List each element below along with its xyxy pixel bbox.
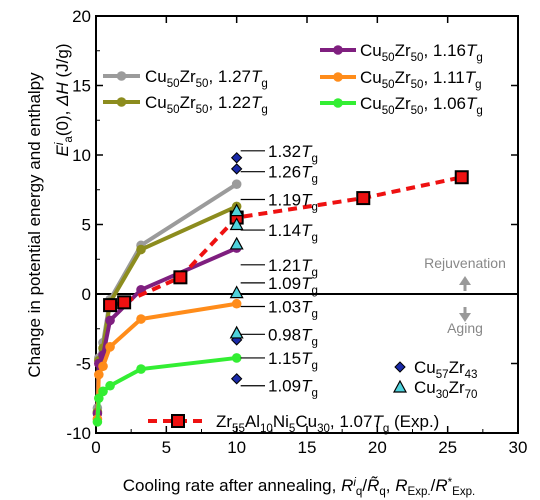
y-tick-label: -5 bbox=[76, 355, 91, 374]
legend-exp-marker bbox=[171, 414, 185, 428]
cu30zr70-point bbox=[229, 285, 244, 299]
y-tick-label: 10 bbox=[72, 146, 91, 165]
cu57zr43-point bbox=[230, 163, 243, 175]
cu57zr43-point bbox=[230, 152, 243, 164]
series-line bbox=[109, 175, 463, 308]
x-tick-label: 30 bbox=[509, 438, 528, 457]
cu30zr70-point bbox=[229, 217, 244, 231]
y-tick-label: 5 bbox=[82, 216, 91, 235]
data-point bbox=[94, 369, 104, 380]
arrow-down-icon bbox=[459, 313, 471, 322]
series-line bbox=[95, 246, 238, 414]
annotation-label: 1.26Tg bbox=[268, 163, 318, 186]
annotation-label: 1.09Tg bbox=[268, 274, 318, 297]
chart-marks bbox=[92, 152, 469, 427]
data-point bbox=[231, 298, 242, 309]
legend-1-27-marker bbox=[116, 71, 127, 81]
legend-cu57zr43-marker bbox=[394, 361, 406, 373]
legend-cu30zr70-marker bbox=[392, 379, 408, 393]
aging-label: Aging bbox=[447, 320, 483, 336]
data-point bbox=[98, 386, 108, 397]
legend-label-1-06: Cu50Zr50, 1.06Tg bbox=[360, 94, 483, 117]
y-tick-label: 20 bbox=[72, 7, 91, 26]
x-tick-label: 10 bbox=[227, 438, 246, 457]
arrow-up-icon bbox=[459, 276, 471, 285]
x-axis-label: Cooling rate after annealing, Riq/R̃q, R… bbox=[123, 475, 476, 498]
series-line bbox=[95, 301, 237, 420]
data-point bbox=[231, 179, 242, 189]
y-tick-label: -10 bbox=[66, 424, 91, 443]
annotation-label: 1.19Tg bbox=[268, 190, 318, 213]
y-tick-label: 0 bbox=[82, 285, 91, 304]
data-point bbox=[231, 353, 242, 363]
cu30zr70-point bbox=[229, 203, 244, 217]
data-point bbox=[136, 364, 146, 374]
x-tick-label: 25 bbox=[438, 438, 457, 457]
legend-label-1-27: Cu50Zr50, 1.27Tg bbox=[145, 67, 268, 90]
legend-1-06-marker bbox=[333, 98, 343, 108]
data-point bbox=[136, 314, 146, 324]
annotation-label: 1.03Tg bbox=[268, 298, 318, 321]
data-point bbox=[94, 393, 104, 404]
data-point bbox=[98, 361, 108, 372]
legend-1-22-marker bbox=[116, 97, 127, 107]
legend-label-1-16: Cu50Zr50, 1.16Tg bbox=[360, 41, 483, 64]
y-tick-label: 15 bbox=[72, 77, 91, 96]
exp-point bbox=[117, 295, 132, 310]
x-tick-label: 20 bbox=[368, 438, 387, 457]
annotation-label: 1.09Tg bbox=[268, 377, 318, 400]
data-point bbox=[105, 380, 115, 391]
annotation-label: 1.21Tg bbox=[268, 256, 318, 279]
annotation-label: 1.32Tg bbox=[268, 142, 318, 165]
legend-label-cu57zr43: Cu57Zr43 bbox=[414, 358, 477, 381]
x-tick-label: 0 bbox=[91, 438, 100, 457]
rejuvenation-label: Rejuvenation bbox=[424, 255, 506, 271]
data-point bbox=[92, 417, 103, 427]
cu30zr70-point bbox=[229, 325, 244, 339]
exp-point bbox=[103, 298, 118, 313]
legend-1-16-marker bbox=[333, 45, 343, 55]
axes: 0 5 10 15 20 25 30 -10 -5 0 5 10 15 20 Cooling rate af… bbox=[25, 7, 527, 498]
legend-label-exp: Zr55Al10Ni5Cu30, 1.07Tg (Exp.) bbox=[216, 412, 439, 435]
annotation-label: 0.98Tg bbox=[268, 325, 318, 348]
legend-1-11-marker bbox=[333, 72, 343, 82]
exp-point bbox=[356, 191, 371, 206]
legend-label-1-22: Cu50Zr50, 1.22Tg bbox=[145, 93, 268, 116]
chart-labels: 1.32Tg1.26Tg1.19Tg1.14Tg1.21Tg1.09Tg1.03… bbox=[240, 142, 506, 400]
exp-point bbox=[454, 170, 469, 185]
cu57zr43-point bbox=[230, 373, 243, 385]
data-point bbox=[105, 342, 115, 352]
x-tick-label: 15 bbox=[298, 438, 317, 457]
exp-point bbox=[173, 270, 188, 285]
legend-label-1-11: Cu50Zr50, 1.11Tg bbox=[360, 68, 482, 91]
legend-label-cu30zr70: Cu30Zr70 bbox=[414, 378, 477, 401]
legend: Cu50Zr50, 1.27Tg Cu50Zr50, 1.22Tg Cu50Zr50… bbox=[103, 41, 483, 435]
y-axis-label: Change in potential energy and enthalpy bbox=[25, 72, 44, 378]
data-point bbox=[136, 244, 146, 255]
x-tick-label: 5 bbox=[162, 438, 171, 457]
annotation-label: 1.15Tg bbox=[268, 349, 318, 372]
cu30zr70-point bbox=[229, 236, 244, 250]
y-axis-label-2: Eia(0), ΔH (J/g) bbox=[53, 44, 75, 157]
data-point bbox=[105, 315, 115, 326]
annotation-label: 1.14Tg bbox=[268, 221, 318, 244]
